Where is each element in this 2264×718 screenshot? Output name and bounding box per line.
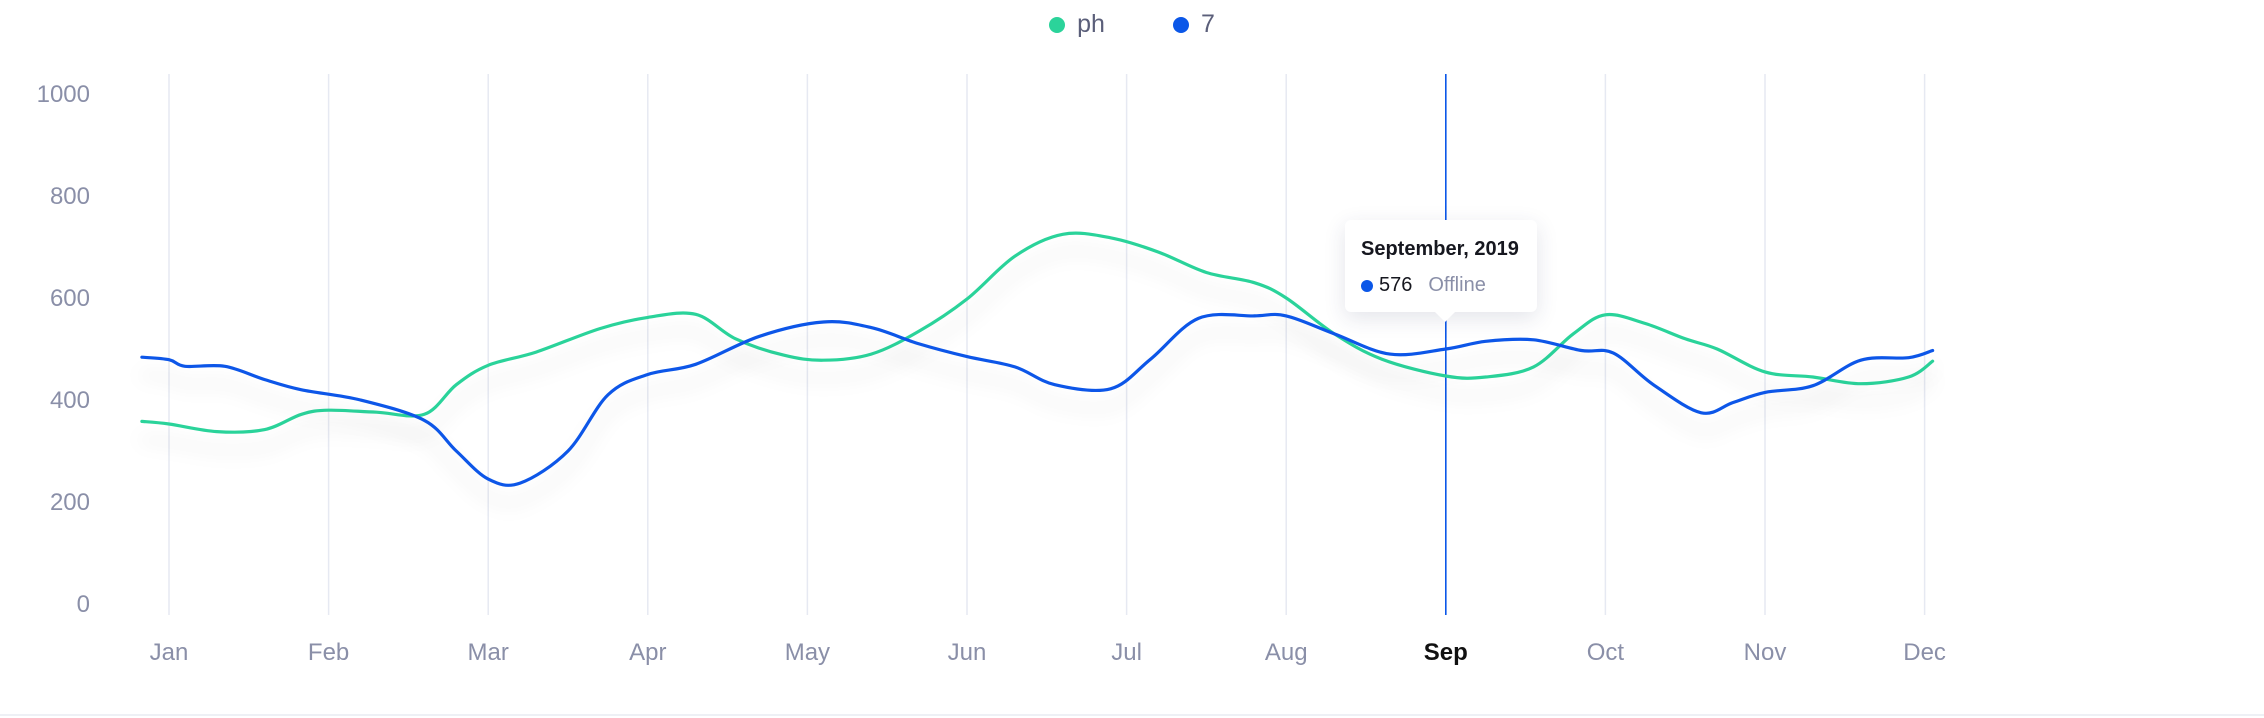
tooltip-value: 576	[1379, 274, 1413, 296]
x-tick-apr: Apr	[629, 639, 666, 666]
hover-tooltip: September, 2019 576 Offline	[1345, 220, 1537, 322]
series-lines	[140, 231, 1935, 487]
legend-swatch-ph	[1049, 16, 1066, 33]
x-tick-may: May	[785, 639, 830, 666]
x-tick-oct: Oct	[1587, 639, 1625, 666]
bottom-divider	[0, 714, 2264, 716]
y-tick-800: 800	[50, 183, 90, 210]
series-line-ph[interactable]	[140, 231, 1935, 434]
x-tick-sep: Sep	[1424, 639, 1468, 666]
x-tick-dec: Dec	[1903, 639, 1946, 666]
x-tick-aug: Aug	[1265, 639, 1308, 666]
x-tick-jan: Jan	[150, 639, 189, 666]
x-tick-mar: Mar	[468, 639, 509, 666]
y-axis: 0 200 400 600 800 1000	[37, 81, 90, 618]
y-tick-400: 400	[50, 387, 90, 414]
x-axis: Jan Feb Mar Apr May Jun Jul Aug Sep Oct Nov Dec	[150, 639, 1946, 666]
vertical-grid	[168, 74, 1926, 615]
x-tick-jun: Jun	[948, 639, 987, 666]
legend-item-ph[interactable]: ph	[1049, 10, 1105, 39]
tooltip-series-dot	[1361, 279, 1373, 292]
legend-label-ph: ph	[1077, 10, 1105, 38]
legend-label-7: 7	[1200, 10, 1215, 38]
tooltip-title: September, 2019	[1361, 238, 1519, 260]
tooltip-row: 576 Offline	[1361, 274, 1486, 297]
chart-legend: ph 7	[0, 10, 2264, 39]
y-tick-1000: 1000	[37, 81, 90, 108]
y-tick-200: 200	[50, 489, 90, 516]
series-line-7[interactable]	[140, 312, 1935, 487]
legend-swatch-7	[1172, 16, 1189, 33]
tooltip-label: Offline	[1428, 274, 1486, 296]
x-tick-jul: Jul	[1111, 639, 1142, 666]
y-tick-0: 0	[77, 591, 90, 618]
x-tick-feb: Feb	[308, 639, 349, 666]
legend-item-7[interactable]: 7	[1172, 10, 1215, 39]
x-tick-nov: Nov	[1744, 639, 1787, 666]
y-tick-600: 600	[50, 285, 90, 312]
